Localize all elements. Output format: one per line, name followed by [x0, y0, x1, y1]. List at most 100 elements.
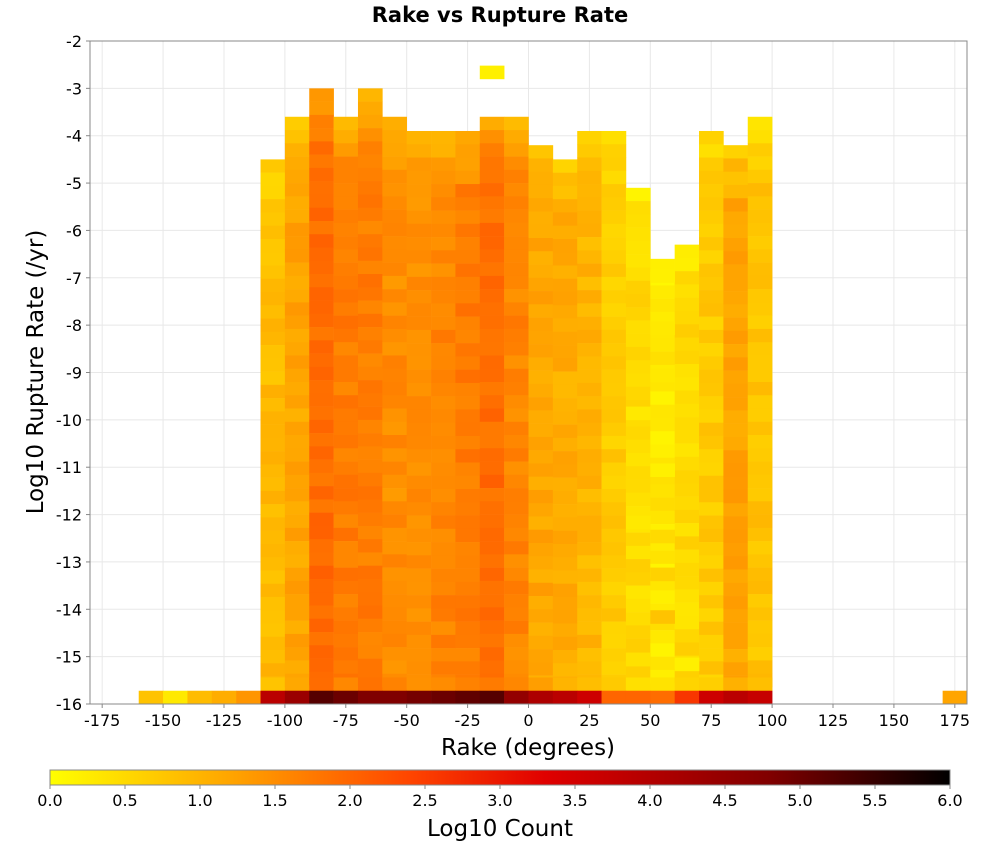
heatmap-cell	[747, 514, 773, 529]
heatmap-cell	[528, 476, 554, 491]
heatmap-cell	[260, 265, 286, 280]
heatmap-cell	[284, 408, 310, 423]
heatmap-cell	[382, 116, 407, 131]
heatmap-cell	[699, 542, 724, 556]
heatmap-cell	[357, 433, 383, 447]
heatmap-cell	[552, 490, 578, 505]
heatmap-cell	[601, 409, 627, 423]
heatmap-cell	[552, 464, 578, 478]
heatmap-cell	[699, 515, 724, 530]
heatmap-cell	[747, 435, 773, 449]
heatmap-cell	[479, 183, 505, 197]
heatmap-cell	[455, 690, 481, 705]
heatmap-cell	[601, 343, 627, 357]
heatmap-cell	[382, 342, 407, 356]
heatmap-cell	[479, 143, 505, 157]
heatmap-cell	[382, 183, 407, 197]
heatmap-cell	[601, 276, 627, 291]
heatmap-cell	[625, 280, 651, 295]
heatmap-cell	[431, 329, 456, 344]
heatmap-cell	[333, 236, 359, 250]
heatmap-cell	[479, 514, 505, 529]
heatmap-cell	[431, 237, 456, 251]
heatmap-cell	[601, 223, 627, 238]
heatmap-cell	[577, 581, 602, 596]
heatmap-cell	[577, 396, 602, 410]
heatmap-cell	[625, 638, 651, 653]
heatmap-cell	[406, 130, 432, 145]
heatmap-cell	[723, 184, 749, 199]
heatmap-cell	[431, 502, 456, 516]
heatmap-cell	[406, 449, 432, 463]
heatmap-cell	[699, 197, 724, 211]
heatmap-cell	[357, 220, 383, 235]
heatmap-cell	[431, 382, 456, 397]
heatmap-cell	[455, 648, 481, 662]
heatmap-cell	[479, 474, 505, 489]
heatmap-cell	[309, 499, 334, 513]
x-axis-ticks: -175 -150 -125 -100 -75 -50 -25 0 25 50 75 100 125 15…	[84, 704, 970, 730]
heatmap-cell	[699, 290, 724, 304]
heatmap-cell	[382, 554, 407, 568]
heatmap-cell	[357, 486, 383, 500]
heatmap-cell	[601, 157, 627, 172]
heatmap-cell	[528, 662, 554, 676]
heatmap-cell	[699, 210, 724, 225]
heatmap-cell	[357, 618, 383, 633]
heatmap-cell	[504, 302, 529, 316]
heatmap-cell	[625, 492, 651, 507]
heatmap-cell	[431, 422, 456, 437]
heatmap-cell	[577, 303, 602, 317]
heatmap-cell	[601, 489, 627, 503]
heatmap-cell	[528, 582, 554, 597]
heatmap-cell	[284, 633, 310, 648]
heatmap-cell	[601, 449, 627, 463]
heatmap-cell	[260, 185, 286, 200]
heatmap-cell	[699, 634, 724, 649]
heatmap-cell	[479, 461, 505, 476]
heatmap-cell	[747, 501, 773, 515]
heatmap-cell	[699, 130, 724, 145]
heatmap-cell	[747, 488, 773, 502]
heatmap-cell	[650, 510, 675, 525]
colorbar-tick-label: 4.5	[712, 791, 737, 810]
heatmap-cell	[309, 274, 334, 288]
heatmap-cell	[577, 568, 602, 583]
heatmap-cell	[479, 222, 505, 237]
heatmap-cell	[284, 580, 310, 595]
heatmap-cell	[455, 316, 481, 331]
heatmap-cell	[552, 358, 578, 372]
heatmap-cell	[260, 278, 286, 293]
heatmap-cell	[601, 515, 627, 530]
heatmap-cell	[650, 529, 675, 544]
heatmap-cell	[504, 368, 529, 383]
y-tick-label: -15	[56, 648, 82, 667]
heatmap-cell	[747, 249, 773, 263]
heatmap-cell	[723, 330, 749, 345]
x-tick-label: 25	[579, 711, 599, 730]
heatmap-cell	[601, 369, 627, 384]
heatmap-cell	[699, 382, 724, 397]
heatmap-cell	[406, 677, 432, 692]
heatmap-cell	[382, 607, 407, 621]
x-tick-label: -25	[455, 711, 481, 730]
heatmap-cell	[357, 101, 383, 116]
heatmap-cell	[382, 677, 407, 692]
heatmap-cell	[747, 677, 773, 692]
heatmap-cell	[333, 474, 359, 489]
heatmap-cell	[625, 406, 651, 421]
y-tick-label: -6	[66, 221, 82, 240]
heatmap-cell	[723, 277, 749, 292]
heatmap-cell	[455, 581, 481, 596]
heatmap-cell	[309, 260, 334, 275]
heatmap-cell	[309, 565, 334, 580]
heatmap-cell	[431, 634, 456, 649]
heatmap-cell	[455, 449, 481, 463]
heatmap-cell	[431, 595, 456, 609]
heatmap-cell	[382, 209, 407, 224]
heatmap-cell	[479, 262, 505, 277]
heatmap-cell	[479, 660, 505, 674]
heatmap-cell	[309, 552, 334, 567]
heatmap-cell	[284, 156, 310, 171]
heatmap-cell	[431, 144, 456, 158]
